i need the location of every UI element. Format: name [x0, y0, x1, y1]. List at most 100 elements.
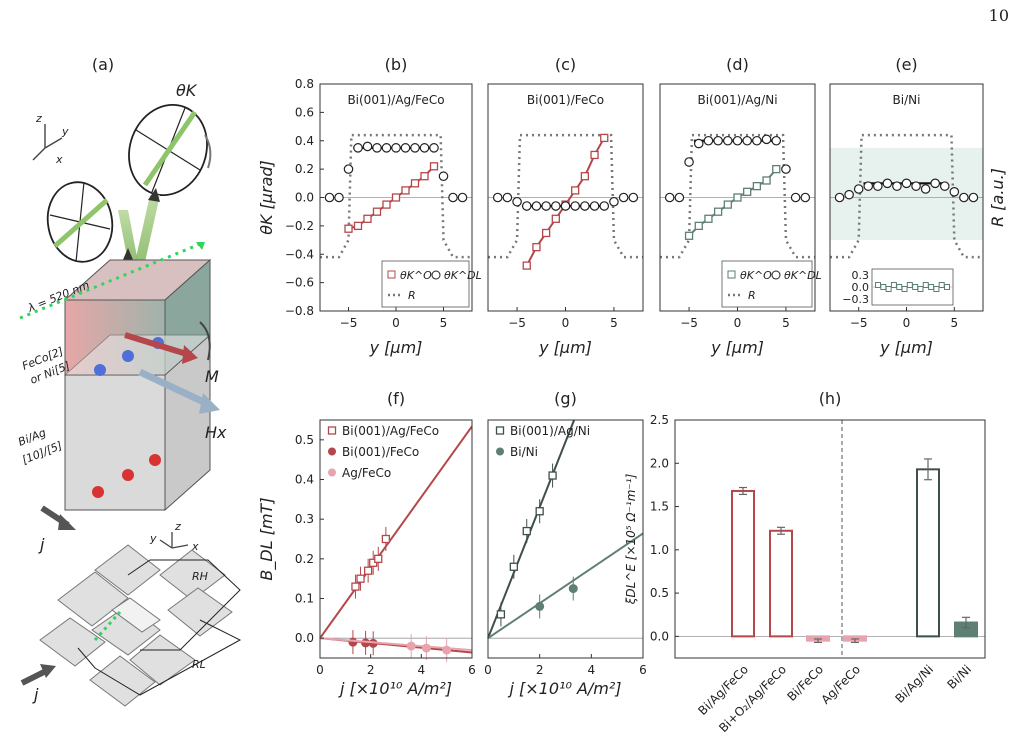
oe-point [344, 224, 353, 233]
data-point [381, 534, 391, 544]
y-tick-label: 0.4 [295, 134, 314, 148]
dl-point [353, 143, 363, 153]
panel-label-c: (c) [555, 55, 576, 74]
y-tick-label: 0.5 [295, 433, 314, 447]
legend-oe: θK^Oe [400, 269, 439, 282]
y-tick-label: 0.0 [650, 629, 669, 643]
oe-point [532, 243, 541, 252]
data-point [496, 610, 506, 619]
chart-panel-e: (e) −5 0 5 Bi/Ni y [μm] 0.30.0−0.3 R [a.u.] [830, 55, 1007, 357]
dl-point [502, 192, 513, 203]
data-point [406, 641, 416, 651]
dl-point [551, 201, 561, 211]
y-tick-label: 0.2 [295, 162, 314, 176]
oe-point [429, 162, 439, 171]
data-point [348, 637, 358, 647]
dl-point [521, 201, 532, 211]
dl-point [732, 135, 743, 146]
legend-box [381, 260, 470, 308]
panel-label-g: (g) [554, 389, 577, 408]
dl-point [834, 192, 845, 203]
inset-tick-label: −0.3 [842, 293, 869, 306]
oe-point [580, 172, 590, 181]
y-tick-label: 0.5 [650, 586, 669, 600]
category-label: Bi+O₂/Ag/FeCo [716, 662, 789, 735]
inset-tick-label: 0.0 [852, 281, 870, 294]
fit-line [487, 419, 576, 639]
data-point [535, 601, 545, 611]
x-axis-label: y [μm] [538, 338, 592, 357]
inset-point [906, 282, 913, 288]
legend-box [721, 260, 813, 308]
dl-point [930, 178, 940, 189]
dl-point [372, 143, 382, 153]
hx-label: Hx [205, 423, 227, 442]
inset-point [933, 286, 940, 292]
panel-label-h: (h) [819, 389, 842, 408]
legend-dl: θK^DL [444, 269, 482, 282]
panel-label-f: (f) [387, 389, 405, 408]
chart-panel-b: (b) −5 0 5 −0.8 −0.6 −0.4 −0.2 0.0 0.2 0.4 0.6 0.8 θK… [257, 55, 482, 357]
dl-point [863, 181, 874, 191]
schematic-panel: (a) z y x θK [16, 55, 242, 707]
dl-point [410, 143, 420, 153]
legend-oe: θK^Oe [740, 269, 779, 282]
dl-point [419, 143, 430, 153]
chart-title: Bi(001)/FeCo [527, 93, 604, 107]
current-label: j [38, 535, 45, 554]
y-tick-label: 1.5 [650, 500, 669, 514]
data-point [421, 643, 431, 653]
dl-point [761, 134, 772, 145]
x-tick-label: 4 [588, 663, 596, 677]
y-tick-label: 0.4 [295, 473, 314, 487]
dl-point [512, 196, 522, 207]
oe-point [353, 221, 363, 231]
axes-triad-top [32, 124, 63, 161]
inset-point [912, 284, 919, 290]
inset-point [901, 286, 908, 292]
y-tick-label: 0.1 [295, 592, 314, 606]
oe-fit-line [348, 165, 435, 230]
oe-point [713, 207, 723, 216]
legend-label: Bi/Ni [510, 445, 538, 459]
hall-bar-device [39, 544, 233, 707]
legend-r: R [408, 289, 416, 302]
dl-point [939, 181, 950, 191]
category-label: Bi/Ni [944, 662, 974, 692]
oe-fit-line [688, 168, 778, 237]
dl-point [882, 178, 893, 189]
dl-point [800, 192, 811, 203]
m-label: M [205, 367, 219, 386]
chart-panel-c: (c) −5 0 5 Bi(001)/FeCo y [μm] [488, 55, 643, 357]
inset-point [922, 282, 929, 288]
theta-k-label: θK [176, 81, 198, 100]
dl-point [570, 201, 580, 211]
dl-point [531, 201, 542, 211]
dl-point [580, 201, 590, 211]
legend-oe-marker [727, 270, 736, 279]
inset-point [928, 284, 935, 290]
dl-point [873, 181, 883, 191]
y-tick-label: 0.0 [295, 631, 314, 645]
chart-panel-g: (g) Bi(001)/Ag/Ni Bi/Ni 0 2 4 6 j [×10¹⁰ A/m²] [484, 389, 647, 698]
panel-label-d: (d) [726, 55, 749, 74]
x-tick-label: 0 [392, 316, 400, 330]
legend-label: Ag/FeCo [342, 466, 391, 480]
oe-point [372, 207, 382, 216]
axis-x-top: x [55, 153, 63, 166]
x-tick-label: 2 [367, 663, 375, 677]
x-tick-label: 6 [468, 663, 476, 677]
chart-title: Bi(001)/Ag/Ni [697, 93, 777, 107]
legend-label: Bi(001)/Ag/Ni [510, 424, 590, 438]
oe-point [420, 172, 429, 181]
inset-point [917, 286, 924, 292]
y-tick-label: −0.8 [285, 304, 314, 318]
dl-point [343, 164, 354, 174]
dl-point [911, 181, 921, 191]
legend-marker [496, 447, 504, 456]
oe-point [743, 187, 752, 196]
x-axis-label: y [μm] [879, 338, 933, 357]
data-point [535, 507, 544, 516]
inset-point [885, 286, 892, 292]
